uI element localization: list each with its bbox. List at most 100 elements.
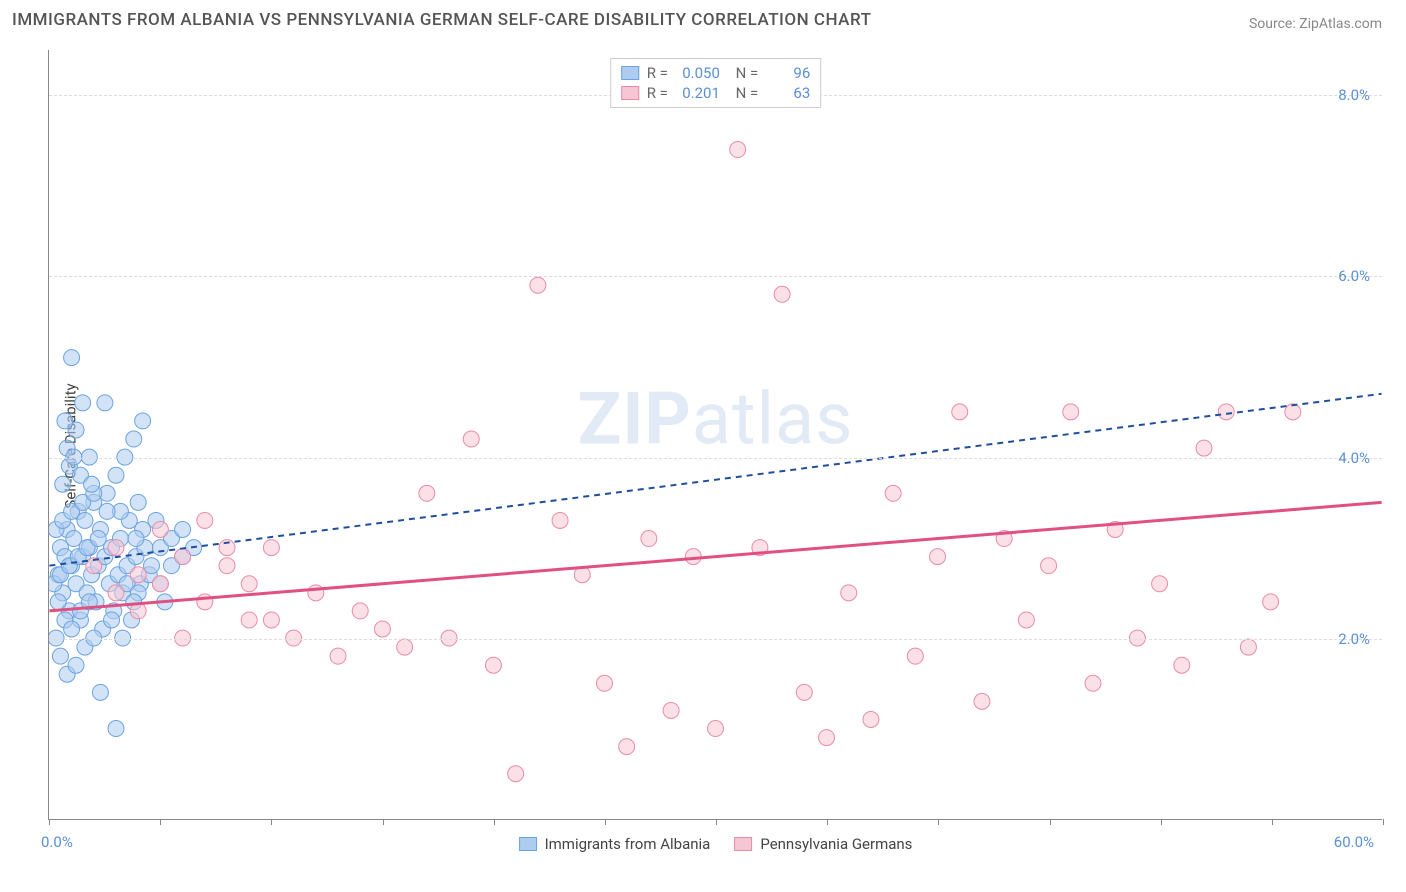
data-point [1263,594,1279,610]
data-point [596,675,612,691]
data-point [730,142,746,158]
albania-swatch-icon [519,837,537,851]
legend-item-albania: Immigrants from Albania [519,835,711,853]
data-point [796,684,812,700]
data-point [175,549,191,565]
data-point [485,657,501,673]
data-point [1218,404,1234,420]
gridline [49,458,1382,459]
data-point [619,739,635,755]
data-point [841,585,857,601]
data-point [75,395,91,411]
data-point [241,612,257,628]
data-point [128,531,144,547]
data-point [530,277,546,293]
data-point [508,766,524,782]
data-point [1285,404,1301,420]
data-point [885,485,901,501]
data-point [974,693,990,709]
data-point [197,512,213,528]
data-point [263,612,279,628]
legend-row-albania: R = 0.050 N = 96 [621,63,811,83]
data-point [68,657,84,673]
data-point [64,621,80,637]
data-point [126,431,142,447]
gridline [49,639,1382,640]
data-point [84,476,100,492]
data-point [819,730,835,746]
data-point [52,648,68,664]
x-tick [494,819,495,825]
data-point [552,512,568,528]
x-tick [1272,819,1273,825]
data-point [108,540,124,556]
legend-label: Pennsylvania Germans [760,835,912,853]
y-tick-label: 2.0% [1338,630,1370,648]
x-tick [271,819,272,825]
data-point [1174,657,1190,673]
data-point [1063,404,1079,420]
data-point [930,549,946,565]
data-point [1085,675,1101,691]
data-point [1196,440,1212,456]
trend-line [49,502,1381,611]
legend-item-penn: Pennsylvania Germans [734,835,912,853]
data-point [907,648,923,664]
data-point [97,395,113,411]
data-point [241,576,257,592]
data-point [104,612,120,628]
data-point [641,531,657,547]
data-point [219,558,235,574]
y-tick-label: 4.0% [1338,449,1370,467]
x-tick [160,819,161,825]
data-point [175,522,191,538]
x-tick [938,819,939,825]
data-point [263,540,279,556]
data-point [1152,576,1168,592]
data-point [952,404,968,420]
data-point [863,711,879,727]
albania-swatch [621,66,639,80]
legend-row-penn: R = 0.201 N = 63 [621,83,811,103]
data-point [108,467,124,483]
data-point [57,413,73,429]
data-point [108,585,124,601]
data-point [374,621,390,637]
penn-swatch [621,86,639,100]
data-point [308,585,324,601]
scatter-svg [49,50,1382,819]
data-point [152,576,168,592]
data-point [397,639,413,655]
data-point [463,431,479,447]
data-point [419,485,435,501]
data-point [152,522,168,538]
data-point [663,702,679,718]
plot-area: ZIPatlas R = 0.050 N = 96 R = 0.201 [48,50,1382,820]
chart-title: IMMIGRANTS FROM ALBANIA VS PENNSYLVANIA … [12,10,871,30]
data-point [330,648,346,664]
data-point [130,567,146,583]
data-point [197,594,213,610]
y-tick-label: 8.0% [1338,86,1370,104]
penn-swatch-icon [734,837,752,851]
x-max-label: 60.0% [1334,833,1374,851]
source-label: Source: ZipAtlas.com [1249,16,1382,32]
data-point [92,684,108,700]
series-legend: Immigrants from Albania Pennsylvania Ger… [519,835,913,853]
trend-line [49,394,1381,566]
x-tick [716,819,717,825]
data-point [135,413,151,429]
data-point [55,476,71,492]
data-point [130,494,146,510]
x-tick [383,819,384,825]
data-point [90,531,106,547]
data-point [50,594,66,610]
legend-label: Immigrants from Albania [545,835,711,853]
x-tick [1161,819,1162,825]
x-tick [1383,819,1384,825]
data-point [352,603,368,619]
data-point [108,721,124,737]
x-tick [605,819,606,825]
x-tick [827,819,828,825]
x-tick [49,819,50,825]
